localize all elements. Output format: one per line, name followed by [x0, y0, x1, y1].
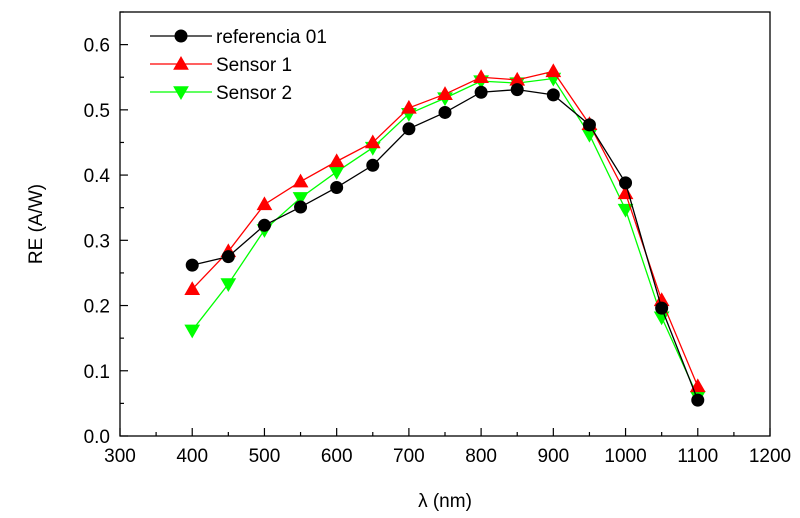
data-point — [620, 177, 632, 189]
x-tick-label: 600 — [321, 446, 353, 467]
legend-marker — [174, 57, 188, 69]
y-tick-label: 0.0 — [84, 427, 110, 448]
legend-entry: Sensor 2 — [150, 83, 292, 104]
series-1 — [186, 84, 704, 406]
data-point — [402, 101, 416, 113]
data-point — [547, 89, 559, 101]
data-point — [367, 159, 379, 171]
data-point — [295, 201, 307, 213]
data-point — [583, 119, 595, 131]
legend-label: Sensor 1 — [216, 55, 292, 76]
data-point — [475, 86, 487, 98]
y-axis-title: RE (A/W) — [26, 184, 47, 264]
series-line — [192, 90, 698, 401]
data-point — [330, 154, 344, 166]
x-tick-label: 800 — [465, 446, 497, 467]
data-point — [656, 302, 668, 314]
x-tick-label: 1000 — [604, 446, 646, 467]
y-tick-labels: 0.0 0.1 0.2 0.3 0.4 0.5 0.6 — [84, 36, 111, 448]
legend-marker — [174, 87, 188, 99]
legend-label: Sensor 2 — [216, 83, 292, 104]
series-3 — [185, 73, 705, 404]
data-point — [257, 197, 271, 209]
data-point — [294, 175, 308, 187]
x-tick-labels: 300 400 500 600 700 800 900 1000 1100 1200 — [104, 446, 791, 467]
data-point — [439, 106, 451, 118]
y-tick-label: 0.2 — [84, 297, 110, 318]
data-point — [258, 219, 270, 231]
series-layer — [185, 64, 705, 406]
x-axis-title: λ (nm) — [418, 491, 472, 512]
data-point — [692, 394, 704, 406]
legend-label: referencia 01 — [216, 27, 327, 48]
y-tick-label: 0.5 — [84, 101, 110, 122]
data-point — [186, 259, 198, 271]
data-point — [511, 84, 523, 96]
x-tick-label: 500 — [249, 446, 281, 467]
data-point — [330, 167, 344, 179]
y-tick-label: 0.3 — [84, 231, 110, 252]
legend-entry: Sensor 1 — [150, 55, 292, 76]
x-tick-label: 900 — [537, 446, 569, 467]
x-tick-label: 700 — [393, 446, 425, 467]
legend-entry: referencia 01 — [150, 27, 327, 48]
data-point — [221, 279, 235, 291]
x-tick-label: 400 — [176, 446, 208, 467]
y-tick-label: 0.6 — [84, 36, 110, 57]
x-tick-label: 1200 — [749, 446, 791, 467]
data-point — [185, 325, 199, 337]
series-line — [192, 79, 698, 397]
data-point — [403, 123, 415, 135]
legend: referencia 01 Sensor 1 Sensor 2 — [150, 27, 327, 104]
legend-marker — [175, 30, 187, 42]
data-point — [331, 181, 343, 193]
x-tick-label: 1100 — [677, 446, 718, 467]
data-point — [546, 64, 560, 76]
y-tick-label: 0.1 — [84, 362, 110, 383]
y-tick-label: 0.4 — [84, 166, 111, 187]
data-point — [222, 251, 234, 263]
x-tick-label: 300 — [104, 446, 136, 467]
